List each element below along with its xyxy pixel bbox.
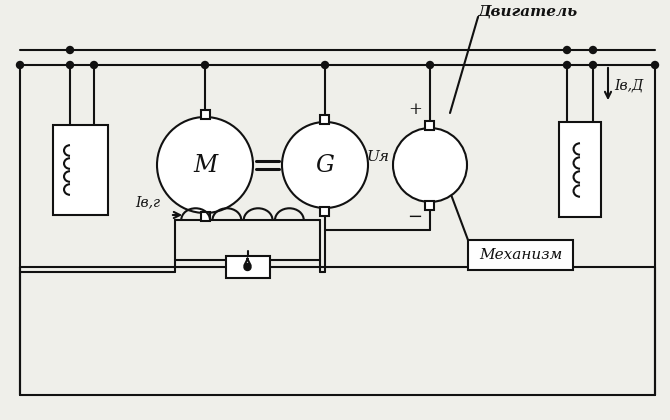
Bar <box>200 212 210 220</box>
Circle shape <box>66 61 74 68</box>
Circle shape <box>17 61 23 68</box>
Circle shape <box>202 61 208 68</box>
Circle shape <box>322 61 328 68</box>
Bar <box>320 115 330 123</box>
Circle shape <box>282 122 368 208</box>
Text: G: G <box>316 153 334 176</box>
Circle shape <box>590 61 596 68</box>
Circle shape <box>393 128 467 202</box>
Circle shape <box>427 61 433 68</box>
Circle shape <box>66 47 74 53</box>
Bar <box>425 200 435 210</box>
Text: Механизм: Механизм <box>479 248 562 262</box>
Text: +: + <box>408 102 422 118</box>
Bar <box>226 256 269 278</box>
Circle shape <box>90 61 98 68</box>
Text: Uя: Uя <box>366 150 389 164</box>
Circle shape <box>157 117 253 213</box>
Text: Iв,г: Iв,г <box>135 195 160 209</box>
Circle shape <box>651 61 659 68</box>
Circle shape <box>244 263 251 270</box>
Circle shape <box>590 47 596 53</box>
Bar <box>425 121 435 129</box>
Bar <box>200 110 210 118</box>
Text: Iв,Д: Iв,Д <box>614 78 643 92</box>
Text: −: − <box>407 208 423 226</box>
Bar <box>320 207 330 215</box>
Bar <box>53 125 108 215</box>
Text: Двигатель: Двигатель <box>478 5 578 19</box>
Bar <box>559 122 601 217</box>
Bar <box>468 240 573 270</box>
Circle shape <box>563 47 570 53</box>
Circle shape <box>563 61 570 68</box>
Text: M: M <box>193 153 217 176</box>
